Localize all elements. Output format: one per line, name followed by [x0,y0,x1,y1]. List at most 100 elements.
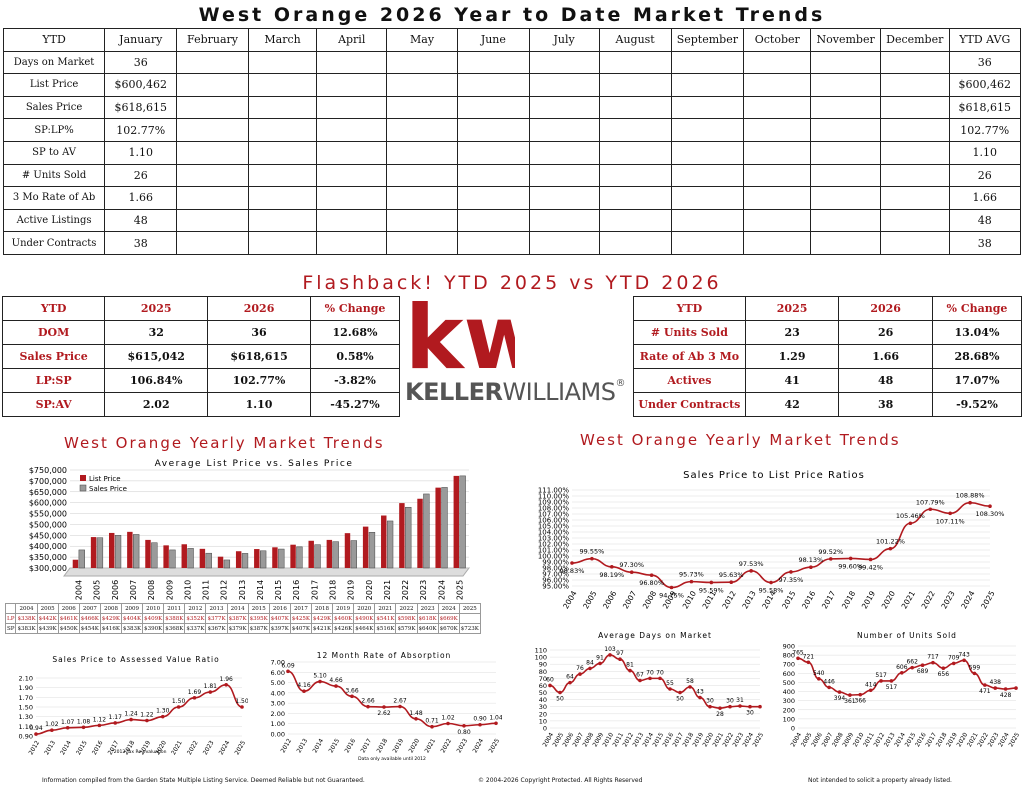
y-tick-label: 400 [783,688,795,696]
data-point [879,679,883,683]
lpsp-lp-cell: $387K [226,613,249,624]
logo-brand-b: WILLIAMS [502,378,616,406]
x-tick-label: 2025 [487,737,501,754]
ytd-empty-cell [528,50,600,75]
data-label: 70 [646,669,654,676]
lpsp-lp-cell: $669K [437,613,460,624]
x-tick-label: 2019 [860,589,877,610]
y-tick-label: 6.00 [271,669,285,677]
ytd-empty-cell [247,73,318,97]
x-tick-label: 2018 [840,589,857,610]
ytd-empty-cell [457,186,530,210]
cmp-cell: 23 [744,320,840,345]
data-point [758,704,762,709]
data-point [318,679,322,684]
data-point [983,683,987,687]
bar-list-price [199,548,206,568]
y-tick-label: 96.00% [542,577,569,585]
x-tick-label: 2008 [641,589,658,610]
ytd-empty-cell [316,186,387,210]
cmp-header-cell: 2025 [744,296,840,321]
legend-swatch-sp [79,484,87,492]
ytd-empty-cell [670,50,745,75]
ytd-row-label: SP to AV [2,140,106,165]
ytd-empty-cell [743,73,812,97]
ytd-empty-cell [385,73,459,97]
lpsp-year-cell: 2022 [395,603,418,614]
lpsp-lp-cell: $404K [121,613,144,624]
x-tick-label: 2011 [202,580,211,600]
bar-sales-price [78,549,85,569]
line-chart-title: 12 Month Rate of Absorption [317,651,452,660]
ytd-row: 3 Mo Rate of Ab 1.66 1.66 [2,186,1022,210]
ytd-header-cell: December [879,28,950,52]
lpsp-sp-row: SP $383K $439K $450K $454K $416K $383K $390K $36… [4,623,481,634]
data-point [446,721,450,726]
bar-list-price [127,531,133,568]
data-label: 2.66 [361,698,375,705]
lpsp-sp-cell: $379K [226,623,249,634]
ytd-row-label: Under Contracts [2,231,106,255]
data-label: 1.07 [61,719,75,726]
ytd-empty-cell [670,186,745,210]
x-tick-label: 2025 [233,739,247,756]
x-tick-label: 2021 [900,589,917,610]
ytd-empty-cell [670,231,745,255]
data-point [888,546,893,551]
data-point [160,714,165,719]
line-chart-title: Sales Price to List Price Ratios [683,470,865,481]
ytd-empty-cell [385,118,459,142]
data-label: 1.08 [77,718,91,725]
cmp-row-label: LP:SP [1,368,106,393]
cmp-row-label: SP:AV [1,392,106,417]
ytd-row: Sales Price $618,615 $618,615 [2,95,1022,120]
cmp-cell: 12.68% [309,320,401,345]
bar-sales-price [441,487,448,569]
bar-chart-title: Average List Price vs. Sales Price [155,459,354,469]
x-tick-label: 2015 [327,737,341,754]
bar-sales-price [114,535,122,569]
footer-left: Information compiled from the Garden Sta… [42,777,365,784]
data-point [728,704,732,709]
data-point [649,573,654,577]
data-label: 105.46% [896,512,925,520]
y-tick-label: 600 [783,670,795,678]
data-point [941,666,946,671]
ytd-empty-cell [810,140,881,165]
data-label: 98.13% [798,556,823,564]
cmp-row: SP:AV 2.02 1.10 -45.27% [1,392,401,417]
ytd-empty-cell [457,50,530,75]
cmp-row: DOM 32 36 12.68% [1,320,401,345]
data-point [658,676,662,681]
ytd-empty-cell [528,208,600,233]
cmp-cell: 26 [838,320,933,345]
data-label: 91 [596,654,604,661]
cmp-row-label: Actives [633,368,746,393]
lpsp-sp-cell: $464K [353,623,376,634]
x-tick-label: 2025 [1007,731,1021,748]
x-tick-label: 2017 [359,737,373,754]
data-label: 95.58% [759,587,784,595]
ytd-empty-cell [528,186,600,210]
ytd-empty-cell [385,50,459,75]
cmp-row: Sales Price $615,042 $618,615 0.58% [1,344,401,369]
ytd-empty-cell [247,50,318,75]
x-tick-label: 2025 [979,589,996,610]
data-label: 1.96 [219,676,233,683]
ytd-empty-cell [810,208,881,233]
data-point [638,678,642,683]
data-point [578,672,582,676]
ytd-row-label: 3 Mo Rate of Ab [2,186,106,210]
y-tick-label: $450,000 [29,531,67,540]
cmp-row: # Units Sold 23 26 13.04% [633,320,1023,345]
ytd-empty-cell [528,73,600,97]
lpsp-sp-cell: $454K [78,623,101,634]
cmp-cell: $615,042 [104,344,209,369]
data-point [548,683,552,688]
data-point [868,688,873,693]
lpsp-year-cell: 2025 [458,603,481,614]
data-point [668,687,672,691]
x-tick-label: 2023 [202,739,216,756]
lpsp-year-cell: 2013 [205,603,228,614]
series-line [571,501,991,589]
